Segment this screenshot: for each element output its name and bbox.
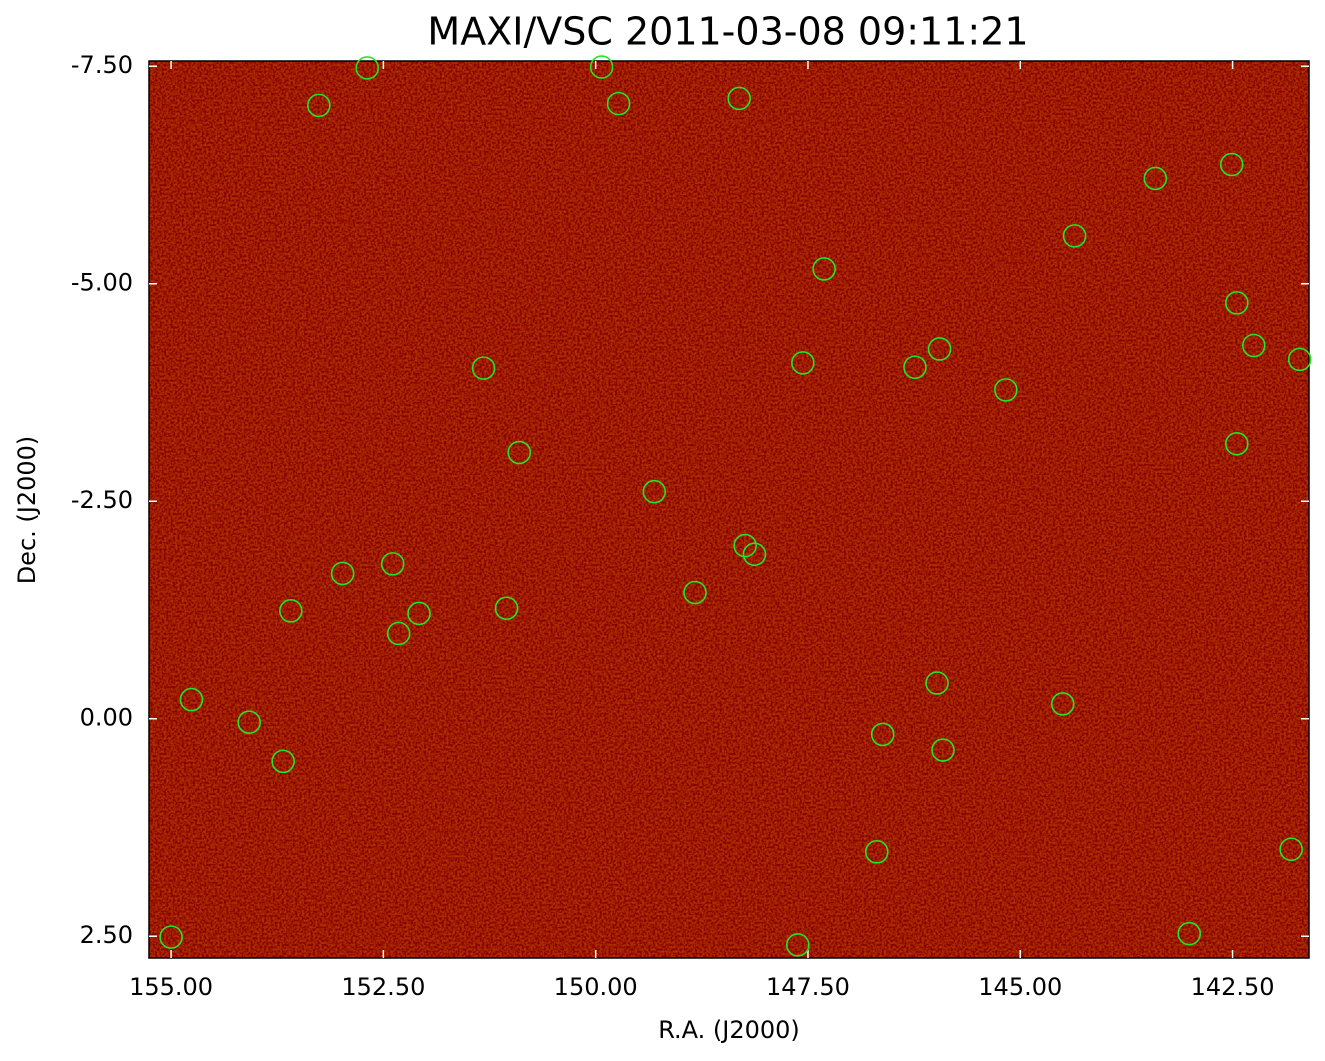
source-marker	[1242, 333, 1266, 358]
source-marker	[1143, 166, 1168, 191]
y-tick-label: -5.00	[71, 269, 133, 297]
source-marker	[870, 722, 895, 747]
source-marker	[507, 440, 532, 465]
source-marker	[785, 933, 810, 957]
source-marker	[1219, 152, 1244, 177]
source-marker	[407, 601, 431, 626]
plot-frame	[148, 60, 1310, 959]
x-tick-label: 142.50	[1191, 973, 1275, 1001]
source-marker	[330, 561, 355, 586]
source-marker	[642, 479, 667, 504]
source-marker	[925, 671, 949, 695]
source-marker	[1225, 291, 1249, 315]
x-tick-label: 152.50	[341, 973, 425, 1001]
source-marker	[237, 710, 262, 735]
source-marker	[471, 356, 496, 380]
source-marker	[903, 355, 927, 380]
source-marker	[606, 91, 631, 116]
source-marker	[1062, 224, 1087, 248]
source-marker	[494, 596, 519, 621]
x-tick-label: 150.00	[554, 973, 638, 1001]
source-marker	[727, 86, 751, 111]
source-marker	[742, 542, 767, 567]
sky-noise	[149, 61, 1309, 958]
source-marker	[271, 749, 295, 774]
x-axis-label: R.A. (J2000)	[658, 1016, 800, 1044]
source-marker	[355, 56, 380, 80]
y-tick-label: -2.50	[71, 486, 133, 514]
x-tick-label: 155.00	[129, 973, 213, 1001]
y-tick-label: 0.00	[80, 704, 133, 732]
source-marker	[179, 687, 204, 712]
source-marker	[931, 738, 955, 762]
source-marker	[812, 257, 836, 281]
source-marker	[279, 599, 303, 623]
x-tick-label: 147.50	[766, 973, 850, 1001]
source-marker	[307, 93, 331, 118]
source-marker	[733, 533, 757, 558]
source-marker	[386, 621, 411, 646]
source-marker	[380, 552, 405, 576]
source-marker	[994, 378, 1018, 402]
source-marker	[1225, 432, 1249, 456]
source-marker	[1279, 837, 1303, 862]
y-tick-label: -7.50	[71, 51, 133, 79]
source-marker	[589, 55, 614, 79]
source-marker	[1050, 692, 1075, 716]
source-marker	[864, 840, 889, 864]
source-marker	[1177, 921, 1202, 946]
source-marker	[927, 337, 952, 361]
y-tick-label: 2.50	[80, 921, 133, 949]
source-marker	[159, 925, 183, 949]
y-axis-label: Dec. (J2000)	[13, 436, 41, 585]
chart-title: MAXI/VSC 2011-03-08 09:11:21	[427, 10, 1028, 54]
source-marker	[683, 580, 707, 605]
x-tick-label: 145.00	[978, 973, 1062, 1001]
source-marker	[791, 351, 815, 375]
source-marker	[1287, 347, 1312, 372]
